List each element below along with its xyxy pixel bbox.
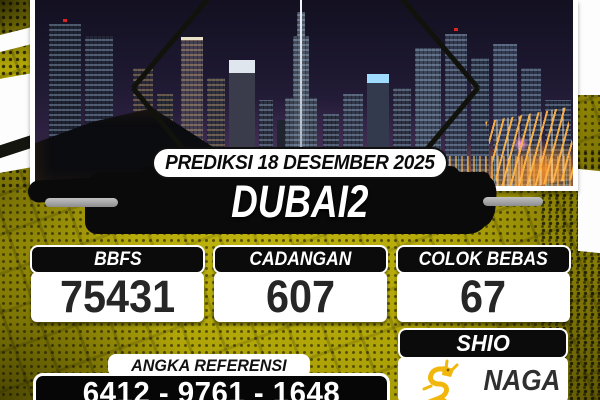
bbfs-value: 75431: [59, 271, 176, 322]
market-title: DUBAI2: [90, 176, 510, 228]
margin-strip: [578, 0, 600, 95]
gray-bar: [483, 197, 543, 206]
date-banner-label: PREDIKSI 18 DESEMBER 2025: [165, 151, 435, 174]
beacon-light: [63, 19, 67, 186]
highway-light-trails: [485, 107, 573, 186]
market-title-label: DUBAI2: [231, 176, 369, 227]
angka-referensi-value: 6412 - 9761 - 1648: [82, 375, 341, 400]
bbfs-header: BBFS: [30, 245, 205, 274]
bbfs-label: BBFS: [93, 248, 142, 270]
shio-label: SHIO: [456, 330, 510, 356]
angka-referensi-bar: 6412 - 9761 - 1648: [33, 373, 390, 400]
cadangan-value: 607: [265, 271, 336, 322]
shio-header: SHIO: [398, 328, 568, 359]
angka-referensi-band: ANGKA REFERENSI: [108, 354, 310, 377]
shio-value: NAGA: [483, 365, 560, 397]
bbfs-value-box: 75431: [31, 271, 204, 322]
cadangan-label: CADANGAN: [249, 248, 352, 270]
colok-bebas-label: COLOK BEBAS: [418, 248, 549, 270]
colok-bebas-value: 67: [460, 271, 507, 322]
burj-khalifa-spire: [300, 0, 302, 186]
date-banner: PREDIKSI 18 DESEMBER 2025: [152, 147, 448, 179]
angka-referensi-label: ANGKA REFERENSI: [131, 355, 287, 375]
colok-bebas-value-box: 67: [397, 271, 570, 322]
shio-box: NAGA: [398, 357, 568, 400]
margin-slash: [0, 73, 32, 173]
cadangan-value-box: 607: [214, 271, 387, 322]
margin-strip: [578, 168, 600, 254]
dragon-icon: [422, 359, 459, 400]
gray-bar: [45, 198, 118, 207]
cadangan-header: CADANGAN: [213, 245, 388, 274]
colok-bebas-header: COLOK BEBAS: [396, 245, 571, 274]
